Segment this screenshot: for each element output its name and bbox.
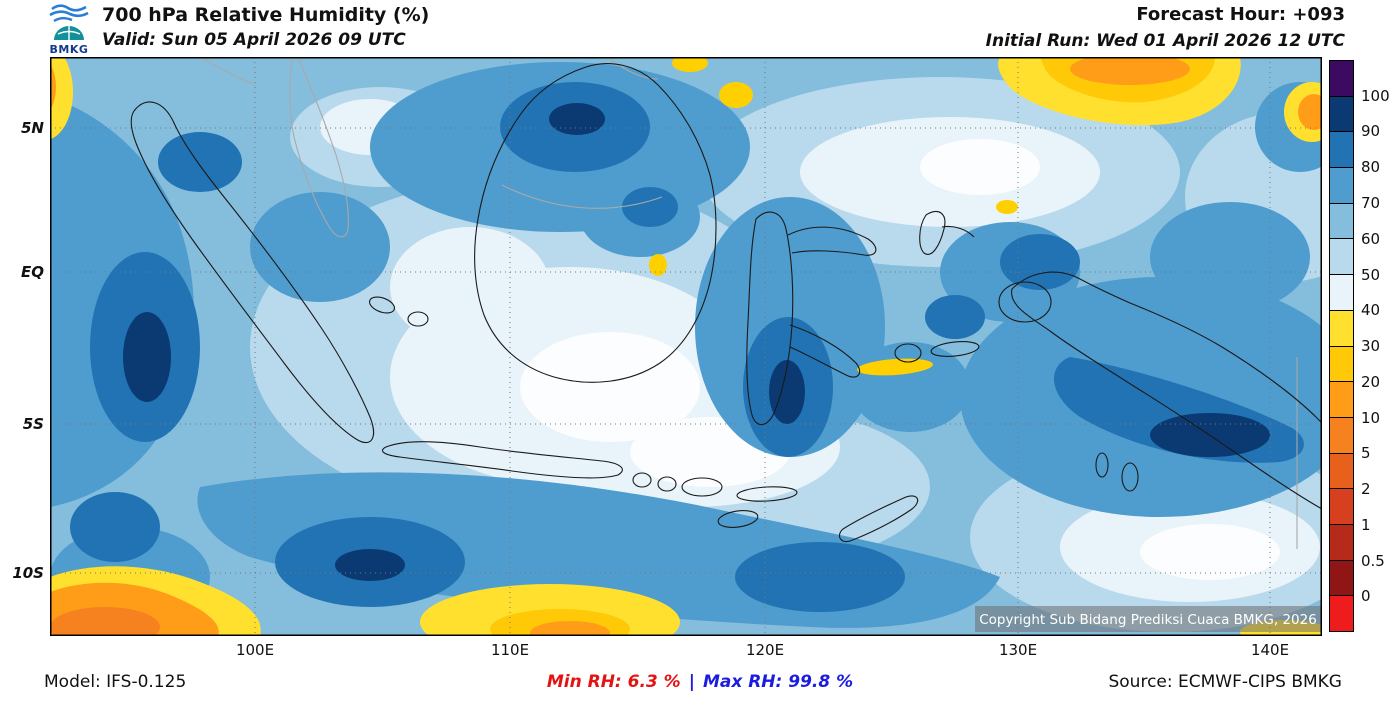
lon-label-100e: 100E — [235, 641, 275, 659]
legend-label: 0.5 — [1361, 552, 1385, 570]
rh-extremes: Min RH: 6.3 % | Max RH: 99.8 % — [0, 672, 1400, 692]
foreign-borders — [199, 56, 1298, 549]
legend-segment — [1330, 417, 1353, 454]
humidity-field — [17, 44, 1385, 660]
legend-segment — [1330, 382, 1353, 418]
max-rh: Max RH: 99.8 % — [702, 672, 854, 692]
grid-lines — [50, 57, 1322, 636]
legend-segment — [1330, 453, 1353, 490]
legend-label: 90 — [1361, 122, 1381, 140]
rh-separator: | — [688, 672, 695, 692]
legend-segment — [1330, 275, 1353, 311]
bmkg-logo: BMKG — [44, 2, 94, 56]
legend-segment — [1330, 239, 1353, 276]
page-title: 700 hPa Relative Humidity (%) — [102, 4, 430, 26]
legend-label: 70 — [1361, 194, 1381, 212]
lat-label-5s: 5S — [22, 415, 44, 433]
forecast-hour: Forecast Hour: +093 — [1136, 4, 1345, 25]
legend-segment — [1330, 596, 1353, 631]
legend-segment — [1330, 524, 1353, 561]
lon-label-140e: 140E — [1250, 641, 1290, 659]
legend-label: 2 — [1361, 480, 1371, 498]
copyright-text: Copyright Sub Bidang Prediksi Cuaca BMKG… — [979, 612, 1317, 628]
humidity-map: Copyright Sub Bidang Prediksi Cuaca BMKG… — [17, 44, 1385, 660]
legend-segment — [1330, 346, 1353, 383]
legend-label: 30 — [1361, 337, 1381, 355]
map-frame — [50, 57, 1322, 636]
legend-label: 50 — [1361, 266, 1381, 284]
legend-segment — [1330, 61, 1353, 97]
legend-segment — [1330, 310, 1353, 347]
legend-label: 80 — [1361, 158, 1381, 176]
min-rh: Min RH: 6.3 % — [546, 672, 681, 692]
valid-time: Valid: Sun 05 April 2026 09 UTC — [102, 30, 406, 50]
map-area: Copyright Sub Bidang Prediksi Cuaca BMKG… — [17, 44, 1385, 660]
legend-segment — [1330, 560, 1353, 597]
copyright-overlay: Copyright Sub Bidang Prediksi Cuaca BMKG… — [975, 606, 1322, 632]
legend-segment — [1330, 168, 1353, 204]
legend-label: 10 — [1361, 409, 1381, 427]
legend-label: 0 — [1361, 587, 1371, 605]
model-label: Model: IFS-0.125 — [44, 672, 187, 692]
bmkg-logo-icon — [49, 4, 89, 40]
legend-label: 1 — [1361, 516, 1371, 534]
legend-label: 100 — [1361, 87, 1390, 105]
lat-label-5n: 5N — [21, 119, 44, 137]
source-label: Source: ECMWF-CIPS BMKG — [1108, 672, 1342, 692]
legend-label: 60 — [1361, 230, 1381, 248]
legend-segment — [1330, 132, 1353, 169]
colorbar — [1329, 60, 1354, 632]
lon-label-120e: 120E — [745, 641, 785, 659]
initial-run: Initial Run: Wed 01 April 2026 12 UTC — [985, 31, 1345, 51]
legend-segment — [1330, 489, 1353, 525]
legend-label: 40 — [1361, 301, 1381, 319]
lon-label-110e: 110E — [490, 641, 530, 659]
legend-label: 20 — [1361, 373, 1381, 391]
lat-label-10s: 10S — [12, 564, 44, 582]
lon-label-130e: 130E — [998, 641, 1038, 659]
lat-label-eq: EQ — [21, 263, 44, 281]
bmkg-logo-text: BMKG — [49, 43, 89, 56]
legend-label: 5 — [1361, 444, 1371, 462]
legend-segment — [1330, 96, 1353, 133]
legend-segment — [1330, 203, 1353, 240]
